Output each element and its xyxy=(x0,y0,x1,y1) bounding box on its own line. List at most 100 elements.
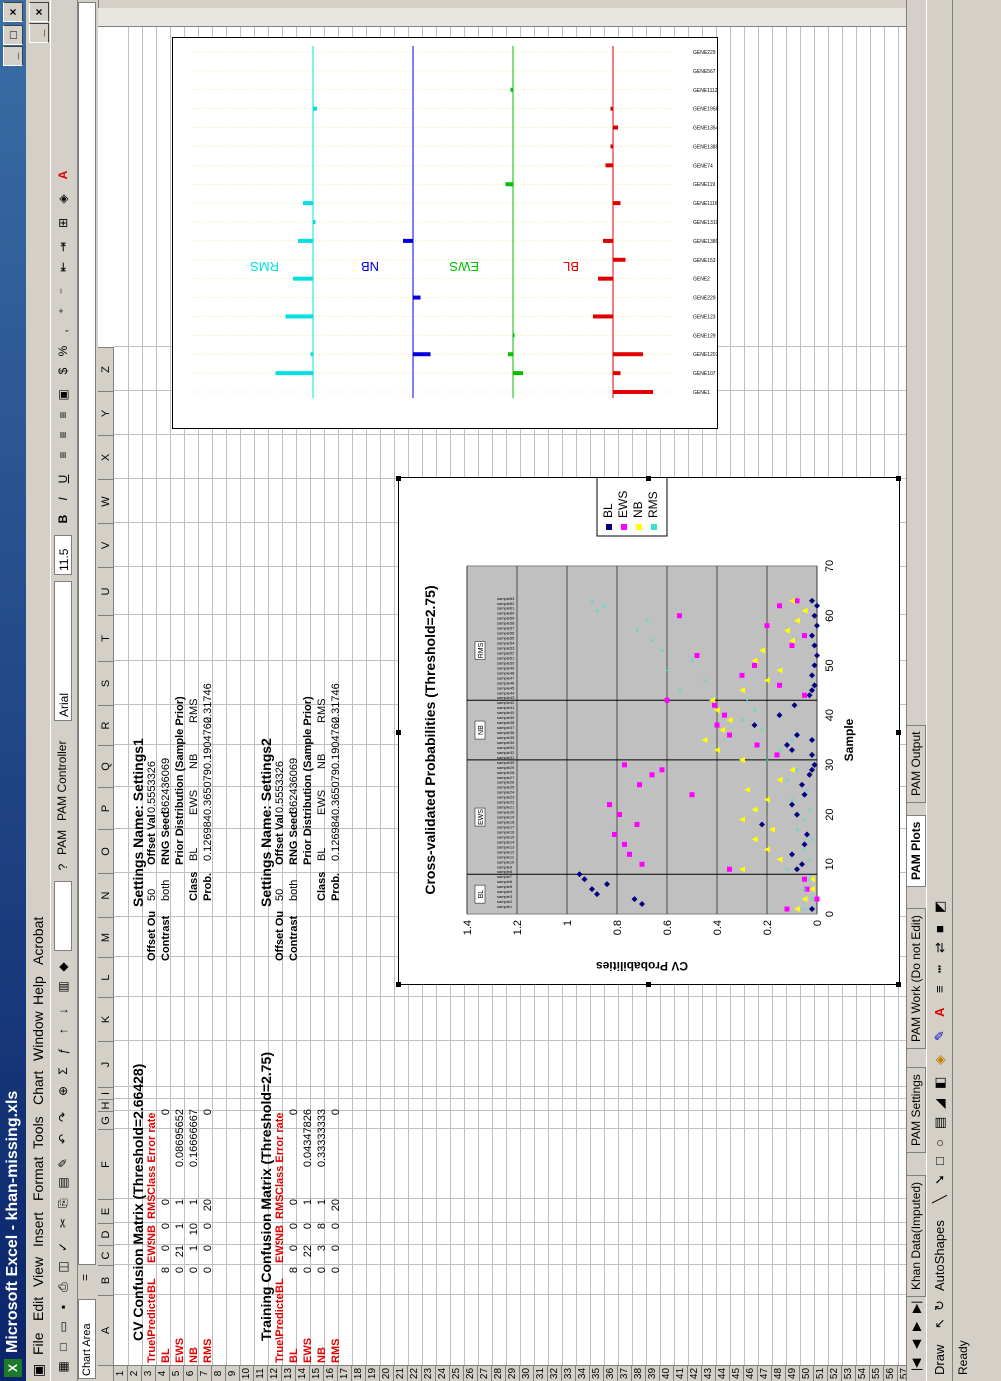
column-header[interactable]: I xyxy=(98,1087,114,1099)
row-header[interactable]: 22 xyxy=(408,1365,422,1381)
preview-icon[interactable]: ◫ xyxy=(56,1261,70,1273)
row-header[interactable]: 23 xyxy=(422,1365,436,1381)
row-header[interactable]: 29 xyxy=(506,1365,520,1381)
menu-view[interactable]: View xyxy=(30,1256,46,1287)
row-header[interactable]: 32 xyxy=(548,1365,562,1381)
font-name-combo[interactable]: Arial xyxy=(54,581,72,721)
sort-desc-icon[interactable]: ↓ xyxy=(56,1008,70,1014)
row-header[interactable]: 20 xyxy=(380,1365,394,1381)
row-header[interactable]: 26 xyxy=(464,1365,478,1381)
row-header[interactable]: 7 xyxy=(198,1365,212,1381)
column-header[interactable]: H xyxy=(98,1099,114,1111)
column-header[interactable]: J xyxy=(98,1041,114,1087)
column-header[interactable]: Z xyxy=(98,347,114,391)
row-header[interactable]: 39 xyxy=(646,1365,660,1381)
open-icon[interactable]: ▭ xyxy=(56,1321,70,1333)
line-icon[interactable]: ╲ xyxy=(932,1195,947,1203)
sort-asc-icon[interactable]: ↑ xyxy=(56,1028,70,1034)
underline-icon[interactable]: U xyxy=(56,474,70,484)
comma-icon[interactable]: , xyxy=(56,329,70,333)
menu-insert[interactable]: Insert xyxy=(30,1211,46,1247)
font-size-combo[interactable]: 11.5 xyxy=(54,535,72,575)
row-header[interactable]: 8 xyxy=(212,1365,226,1381)
line-color-icon[interactable]: ✎ xyxy=(932,1030,947,1041)
row-header[interactable]: 53 xyxy=(842,1365,856,1381)
formula-input[interactable] xyxy=(78,2,96,1265)
row-header[interactable]: 12 xyxy=(268,1365,282,1381)
row-header[interactable]: 54 xyxy=(856,1365,870,1381)
row-header[interactable]: 38 xyxy=(632,1365,646,1381)
row-header[interactable]: 49 xyxy=(786,1365,800,1381)
menu-acrobat[interactable]: Acrobat xyxy=(30,916,46,965)
column-header[interactable]: R xyxy=(98,705,114,745)
doc-close-button[interactable]: × xyxy=(29,2,49,22)
italic-icon[interactable]: I xyxy=(56,497,70,501)
menu-format[interactable]: Format xyxy=(30,1156,46,1201)
minimize-button[interactable]: _ xyxy=(3,46,23,66)
decrease-indent-icon[interactable]: ⇤ xyxy=(56,261,70,273)
chart-handle-br[interactable] xyxy=(896,476,901,481)
row-header[interactable]: 44 xyxy=(716,1365,730,1381)
function-icon[interactable]: ƒ xyxy=(56,1047,70,1055)
arrow-icon[interactable]: ➘ xyxy=(932,1174,947,1185)
row-header[interactable]: 4 xyxy=(156,1365,170,1381)
row-header[interactable]: 19 xyxy=(366,1365,380,1381)
column-header[interactable]: F xyxy=(98,1129,114,1199)
row-header[interactable]: 30 xyxy=(520,1365,534,1381)
chart-handle-tl[interactable] xyxy=(396,982,401,987)
clipart-icon[interactable]: ◧ xyxy=(932,1076,947,1089)
row-header[interactable]: 46 xyxy=(744,1365,758,1381)
oval-icon[interactable]: ○ xyxy=(932,1139,947,1147)
shadow-icon[interactable]: ■ xyxy=(932,925,947,933)
column-header[interactable]: M xyxy=(98,917,114,957)
textbox-icon[interactable]: ▤ xyxy=(932,1116,947,1129)
menu-chart[interactable]: Chart xyxy=(30,1070,46,1105)
print-icon[interactable]: ⎙ xyxy=(56,1282,70,1292)
row-header[interactable]: 45 xyxy=(730,1365,744,1381)
row-header[interactable]: 14 xyxy=(296,1365,310,1381)
menu-help[interactable]: Help xyxy=(30,976,46,1005)
column-header[interactable]: V xyxy=(98,523,114,567)
select-objects-icon[interactable]: ↖ xyxy=(932,1318,947,1329)
align-left-icon[interactable]: ≡ xyxy=(56,451,70,459)
menu-edit[interactable]: Edit xyxy=(30,1296,46,1321)
tab-pam-settings[interactable]: PAM Settings xyxy=(907,1067,926,1153)
chart-handle-l[interactable] xyxy=(646,982,651,987)
chart-type-icon[interactable]: ▦ xyxy=(56,1361,70,1373)
wordart-icon[interactable]: ◢ xyxy=(932,1099,947,1109)
draw-font-color-icon[interactable]: A xyxy=(932,1007,947,1017)
row-header[interactable]: 25 xyxy=(450,1365,464,1381)
row-header[interactable]: 52 xyxy=(828,1365,842,1381)
rectangle-icon[interactable]: □ xyxy=(932,1157,947,1165)
row-header[interactable]: 51 xyxy=(814,1365,828,1381)
column-header[interactable]: W xyxy=(98,479,114,523)
align-center-icon[interactable]: ≡ xyxy=(56,431,70,439)
row-header[interactable]: 1 xyxy=(114,1365,128,1381)
row-header[interactable]: 47 xyxy=(758,1365,772,1381)
row-header[interactable]: 27 xyxy=(478,1365,492,1381)
pam-controller-menu[interactable]: PAM Controller xyxy=(55,740,69,821)
row-header[interactable]: 35 xyxy=(590,1365,604,1381)
chart-handle-t[interactable] xyxy=(396,730,401,735)
row-header[interactable]: 11 xyxy=(254,1365,268,1381)
row-header[interactable]: 10 xyxy=(240,1365,254,1381)
tab-pam-plots[interactable]: PAM Plots xyxy=(907,814,926,887)
tab-nav-last[interactable]: ▶| xyxy=(907,1294,925,1319)
chart-handle-tr[interactable] xyxy=(396,476,401,481)
tab-pam-output[interactable]: PAM Output xyxy=(907,724,926,803)
select-all-corner[interactable] xyxy=(98,1365,114,1381)
row-header[interactable]: 13 xyxy=(282,1365,296,1381)
row-header[interactable]: 42 xyxy=(688,1365,702,1381)
column-header[interactable]: N xyxy=(98,873,114,917)
column-header[interactable]: X xyxy=(98,435,114,479)
column-header[interactable]: A xyxy=(98,1295,114,1365)
row-header[interactable]: 18 xyxy=(352,1365,366,1381)
dash-style-icon[interactable]: ┅ xyxy=(932,965,947,973)
name-box[interactable]: Chart Area xyxy=(78,1299,96,1379)
row-header[interactable]: 5 xyxy=(170,1365,184,1381)
3d-icon[interactable]: ◩ xyxy=(932,900,947,913)
tab-nav-first[interactable]: |◀ xyxy=(907,1352,925,1377)
vertical-scrollbar[interactable] xyxy=(98,8,906,27)
free-rotate-icon[interactable]: ↻ xyxy=(932,1300,947,1311)
